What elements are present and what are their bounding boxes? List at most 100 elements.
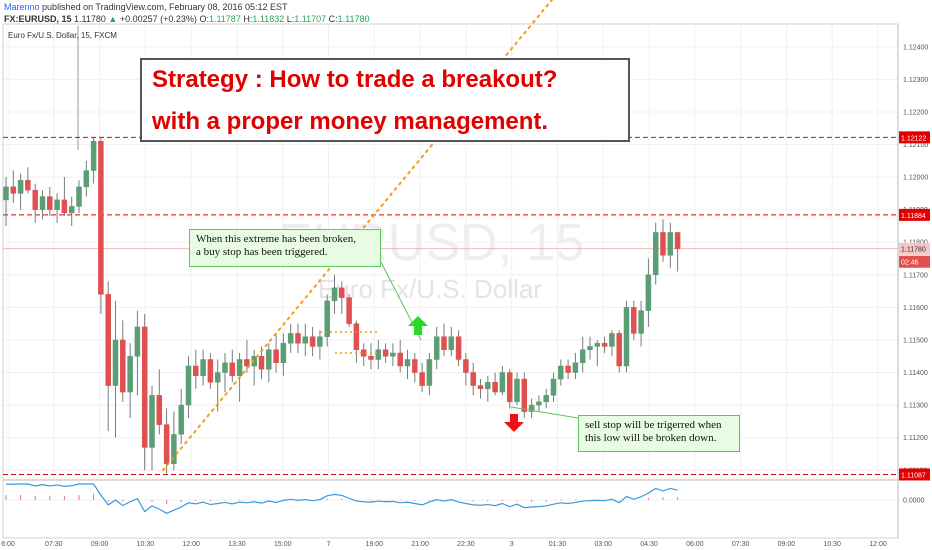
up-arrow-icon	[408, 316, 428, 335]
high-value: 1.11832	[252, 14, 285, 24]
x-tick-label: 12:00	[869, 541, 887, 548]
candles	[3, 138, 681, 474]
change-arrow-icon: ▲	[108, 14, 118, 24]
publish-info: Marenno published on TradingView.com, Fe…	[4, 2, 288, 12]
candle-body	[200, 359, 206, 377]
candle-body	[141, 326, 148, 448]
symbol-label: FX:EURUSD, 15	[4, 14, 72, 24]
buy-note-line-1: When this extreme has been broken,	[196, 233, 357, 245]
candle-body	[565, 365, 571, 373]
badge-top-bg	[899, 131, 930, 144]
candle-body	[156, 395, 163, 425]
badge-bottom: 1.11087	[901, 472, 926, 479]
badge-countdown: 02:46	[901, 260, 919, 267]
x-tick-label: 07:30	[732, 541, 750, 548]
candle-body	[645, 274, 652, 311]
low-label: L:	[286, 14, 295, 24]
candle-body	[280, 342, 287, 363]
candle-body	[76, 186, 82, 207]
candle-body	[499, 372, 506, 393]
sell-note-pointer	[510, 406, 579, 419]
indicator-pane: 0.0000	[3, 483, 925, 514]
x-tick-label: 03:00	[594, 541, 612, 548]
last-price: 1.11780	[74, 14, 106, 24]
x-tick-label: 21:00	[411, 541, 429, 548]
candle-body	[623, 307, 630, 367]
candle-body	[572, 362, 579, 373]
candle-body	[441, 336, 447, 350]
candle-body	[339, 287, 345, 298]
sell-note-line-2: this low will be broken down.	[585, 432, 717, 444]
low-value: 1.11707	[294, 14, 327, 24]
badge-last: 1.11780	[901, 247, 926, 254]
candle-body	[258, 355, 265, 370]
candle-body	[631, 307, 637, 334]
watermark-name: Euro Fx/U.S. Dollar	[318, 274, 542, 304]
candle-body	[528, 404, 535, 412]
candle-body	[171, 434, 177, 464]
candle-body	[105, 294, 111, 386]
candle-body	[309, 336, 316, 347]
candle-body	[514, 378, 520, 403]
close-label: C:	[328, 14, 338, 24]
indicator-tick-label: 0.0000	[903, 498, 925, 505]
chart-title: Euro Fx/U.S. Dollar, 15, FXCM	[8, 31, 117, 40]
level-lines	[3, 136, 898, 475]
candle-body	[492, 382, 498, 393]
candle-body	[485, 382, 491, 390]
candle-body	[579, 349, 586, 363]
published-text: published on TradingView.com, February 0…	[42, 2, 288, 12]
candle-body	[324, 300, 330, 337]
x-tick-label: 09:00	[778, 541, 796, 548]
y-tick-label: 1.11500	[903, 337, 928, 344]
badge-top: 1.12122	[901, 135, 926, 142]
strategy-box: Strategy : How to trade a breakout? with…	[140, 58, 630, 142]
candle-body	[112, 339, 119, 386]
x-tick-label: 07:30	[45, 541, 63, 548]
candle-body	[426, 359, 433, 386]
candle-body	[236, 359, 243, 377]
change-value: +0.00257 (+0.23%)	[119, 14, 197, 24]
author-link[interactable]: Marenno	[4, 2, 40, 12]
price-badges: 1.12122 1.11884 1.11780 02:46 1.11087	[899, 131, 930, 481]
y-tick-label: 1.12000	[903, 175, 928, 182]
candle-body	[273, 349, 279, 363]
open-value: 1.11787	[208, 14, 241, 24]
candle-body	[601, 342, 608, 347]
x-tick-label: 01:30	[549, 541, 567, 548]
candle-body	[266, 349, 272, 370]
badge-bottom-bg	[899, 468, 930, 481]
indicator-line	[5, 483, 678, 514]
candle-body	[412, 359, 418, 373]
candle-body	[536, 401, 542, 406]
badge-countdown-bg	[899, 255, 930, 268]
candle-body	[317, 336, 323, 347]
x-tick-label: 15:00	[274, 541, 292, 548]
time-axis[interactable]: 6:00 07:30 09:00 10:30 12:00 13:30 15:00 7 19:00…	[1, 541, 887, 548]
y-tick-label: 1.11200	[903, 435, 928, 442]
candle-body	[331, 287, 338, 302]
close-value: 1.11780	[337, 14, 370, 24]
candle-body	[652, 232, 659, 276]
candle-body	[521, 378, 528, 412]
candle-body	[229, 362, 236, 377]
candle-body	[295, 333, 301, 344]
candle-body	[127, 355, 133, 393]
candle-body	[353, 323, 360, 350]
down-arrow-icon	[504, 414, 524, 432]
candle-body	[390, 352, 396, 357]
y-tick-label: 1.11600	[903, 305, 928, 312]
candle-body	[61, 199, 68, 214]
candle-body	[149, 395, 155, 448]
chart-frame	[2, 23, 899, 539]
candle-body	[616, 333, 622, 367]
candle-body	[17, 180, 24, 194]
candle-body	[397, 352, 403, 367]
badge-last-bg	[899, 242, 930, 255]
y-tick-label: 1.12400	[903, 44, 928, 51]
x-tick-label: 10:30	[823, 541, 841, 548]
x-tick-label: 3	[510, 541, 514, 548]
buy-note-pointer	[380, 261, 422, 341]
candle-body	[3, 186, 9, 201]
x-tick-label: 22:30	[457, 541, 475, 548]
